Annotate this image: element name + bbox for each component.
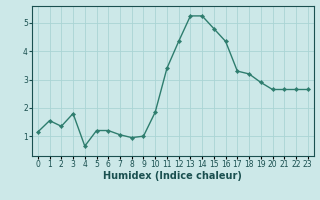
X-axis label: Humidex (Indice chaleur): Humidex (Indice chaleur) [103,171,242,181]
